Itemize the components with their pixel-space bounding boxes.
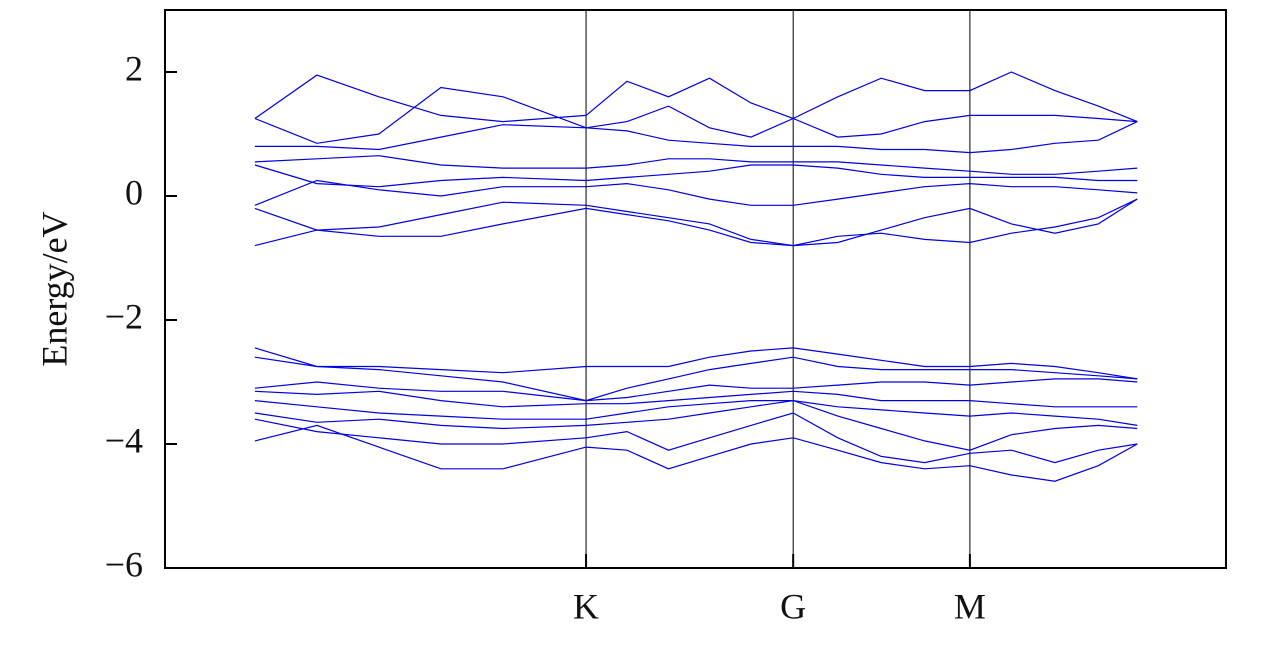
band-line <box>254 71 1138 123</box>
band-line <box>254 347 1138 380</box>
band-line <box>254 198 1138 247</box>
x-tick-label: K <box>573 586 599 626</box>
band-line <box>254 155 1138 175</box>
band-line <box>254 179 1138 206</box>
y-tick-label: 0 <box>125 172 143 212</box>
band-line <box>254 356 1138 402</box>
band-line <box>254 86 1138 144</box>
y-tick-label: 2 <box>125 48 143 88</box>
y-tick-label: −6 <box>105 544 143 584</box>
band-line <box>254 390 1138 408</box>
band-line <box>254 164 1138 188</box>
band-line <box>254 412 1138 464</box>
plot-frame <box>164 9 1227 569</box>
band-line <box>254 198 1138 247</box>
y-axis-label: Energy/eV <box>34 211 74 366</box>
x-tick-label: G <box>780 586 806 626</box>
band-line <box>254 121 1138 154</box>
y-tick-label: −4 <box>105 420 143 460</box>
band-line <box>254 399 1138 451</box>
band-line <box>254 400 1138 426</box>
y-tick-label: −2 <box>105 296 143 336</box>
x-tick-label: M <box>954 586 986 626</box>
band-line <box>254 424 1138 482</box>
band-line <box>254 378 1138 402</box>
